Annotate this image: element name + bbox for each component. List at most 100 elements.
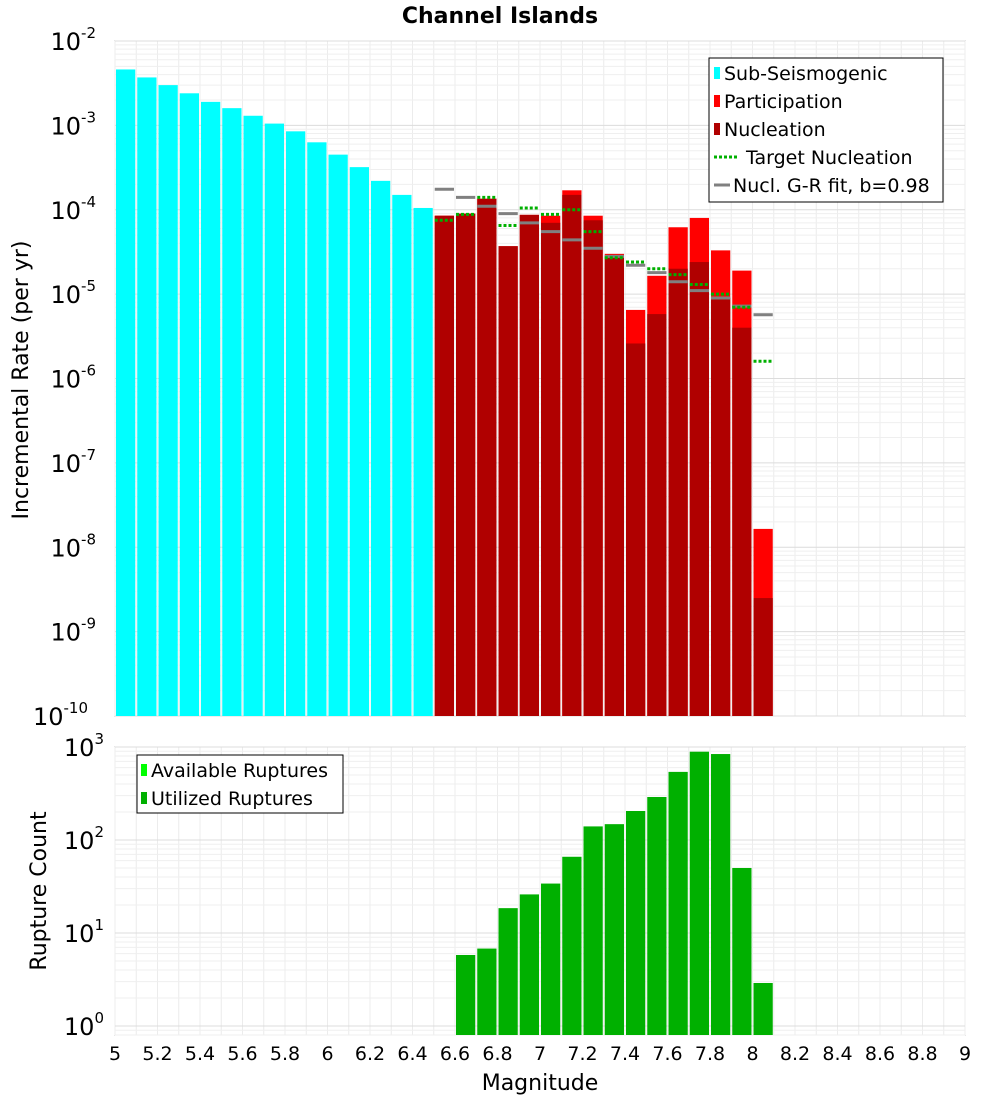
top-y-tick-labels: 10-10 10-9 10-8 10-7 10-6 10-5 10-4 10-3 10-2 <box>33 24 96 731</box>
y-tick-label: 103 <box>64 730 104 762</box>
legend-swatch <box>141 792 147 804</box>
bar-utilized-ruptures <box>477 948 497 1035</box>
x-tick-label: 8.2 <box>780 1043 810 1065</box>
bar-nucleation <box>689 262 709 716</box>
bar-sub-seismogenic <box>201 101 221 716</box>
x-tick-label: 6.8 <box>482 1043 512 1065</box>
x-tick-label: 6.6 <box>440 1043 470 1065</box>
x-axis-label: Magnitude <box>482 1071 599 1096</box>
x-tick-labels: 5 5.2 5.4 5.6 5.8 6 6.2 6.4 6.6 6.8 7 7.2 7.4 7.6 7.8 8… <box>109 1043 971 1065</box>
legend-label: Available Ruptures <box>151 760 328 782</box>
bar-nucleation <box>456 213 476 717</box>
bar-sub-seismogenic <box>179 93 199 716</box>
x-tick-label: 8.8 <box>907 1043 937 1065</box>
bar-sub-seismogenic <box>158 85 178 716</box>
bar-nucleation <box>711 297 731 716</box>
bar-sub-seismogenic <box>137 77 157 716</box>
bar-nucleation <box>753 598 773 716</box>
x-tick-label: 7.8 <box>695 1043 725 1065</box>
y-tick-label: 100 <box>64 1009 104 1041</box>
legend-label: Target Nucleation <box>745 147 913 169</box>
bar-nucleation <box>647 314 667 716</box>
bar-utilized-ruptures <box>562 856 582 1035</box>
bar-sub-seismogenic <box>286 131 306 717</box>
bar-nucleation <box>434 215 454 717</box>
legend-swatch <box>141 764 147 776</box>
legend-label: Nucl. G-R fit, b=0.98 <box>733 175 930 197</box>
rupture-count-panel: 100 101 102 103 5 5.2 5.4 5.6 5.8 6 6.2 6.4 6.6 6.8 7… <box>27 730 971 1096</box>
bottom-gridlines <box>114 746 966 1036</box>
bar-nucleation <box>583 220 603 717</box>
bar-utilized-ruptures <box>541 883 561 1035</box>
legend-box <box>708 57 944 203</box>
x-tick-label: 6 <box>321 1043 333 1065</box>
x-tick-label: 6.4 <box>397 1043 427 1065</box>
legend-label: Participation <box>724 91 843 113</box>
bar-nucleation <box>626 343 646 716</box>
bottom-bars <box>456 751 773 1035</box>
bar-utilized-ruptures <box>689 751 709 1035</box>
x-tick-label: 9 <box>959 1043 971 1065</box>
bar-nucleation <box>604 256 624 716</box>
legend-label: Nucleation <box>724 119 826 141</box>
bar-sub-seismogenic <box>413 207 433 716</box>
x-tick-label: 8.4 <box>822 1043 852 1065</box>
bar-nucleation <box>477 198 497 717</box>
bar-utilized-ruptures <box>626 811 646 1035</box>
legend-label: Sub-Seismogenic <box>724 63 888 85</box>
bar-utilized-ruptures <box>732 867 752 1035</box>
bar-utilized-ruptures <box>583 826 603 1035</box>
x-tick-label: 8.6 <box>865 1043 895 1065</box>
bar-utilized-ruptures <box>668 771 688 1035</box>
bottom-legend: Available Ruptures Utilized Ruptures <box>136 754 344 814</box>
x-tick-label: 7 <box>534 1043 546 1065</box>
top-legend: Sub-Seismogenic Participation Nucleation Ta… <box>708 57 944 203</box>
x-tick-label: 7.4 <box>610 1043 640 1065</box>
x-tick-label: 5.2 <box>142 1043 172 1065</box>
bar-utilized-ruptures <box>519 894 539 1035</box>
top-y-axis-label: Incremental Rate (per yr) <box>9 241 34 520</box>
bar-sub-seismogenic <box>349 167 369 716</box>
top-fit-lines <box>434 187 773 363</box>
legend-swatch <box>714 95 720 107</box>
y-tick-label: 10-5 <box>50 277 96 309</box>
bottom-y-tick-labels: 100 101 102 103 <box>64 730 104 1041</box>
legend-label: Utilized Ruptures <box>151 788 313 810</box>
y-tick-label: 102 <box>64 823 104 855</box>
bar-nucleation <box>668 268 688 716</box>
y-tick-label: 10-9 <box>50 615 96 647</box>
y-tick-label: 10-4 <box>50 193 96 225</box>
chart-title: Channel Islands <box>402 4 598 29</box>
bar-nucleation <box>732 327 752 716</box>
x-tick-label: 5.4 <box>185 1043 215 1065</box>
legend-swatch <box>714 123 720 135</box>
x-tick-label: 5 <box>109 1043 121 1065</box>
bar-utilized-ruptures <box>456 954 476 1035</box>
bar-utilized-ruptures <box>711 754 731 1035</box>
x-tick-label: 7.6 <box>652 1043 682 1065</box>
bar-sub-seismogenic <box>116 69 136 716</box>
bar-sub-seismogenic <box>392 194 412 716</box>
bar-utilized-ruptures <box>498 908 518 1035</box>
bar-utilized-ruptures <box>604 824 624 1035</box>
incremental-rate-panel: 10-10 10-9 10-8 10-7 10-6 10-5 10-4 10-3 10-2 In… <box>9 24 966 731</box>
y-tick-label: 10-7 <box>50 446 96 478</box>
bar-sub-seismogenic <box>371 180 391 716</box>
bar-sub-seismogenic <box>264 123 284 716</box>
top-bars <box>116 69 773 717</box>
legend-swatch <box>714 67 720 79</box>
y-tick-label: 10-8 <box>50 530 96 562</box>
y-tick-label: 101 <box>64 916 104 948</box>
x-tick-label: 5.6 <box>227 1043 257 1065</box>
y-tick-label: 10-3 <box>50 108 96 140</box>
bar-nucleation <box>519 214 539 716</box>
bar-nucleation <box>562 194 582 716</box>
bar-sub-seismogenic <box>307 142 327 716</box>
bar-nucleation <box>498 246 518 716</box>
bar-nucleation <box>541 222 561 716</box>
bar-sub-seismogenic <box>328 154 348 716</box>
bottom-y-axis-label: Rupture Count <box>27 811 52 971</box>
x-tick-label: 8 <box>746 1043 758 1065</box>
bar-sub-seismogenic <box>243 115 263 716</box>
